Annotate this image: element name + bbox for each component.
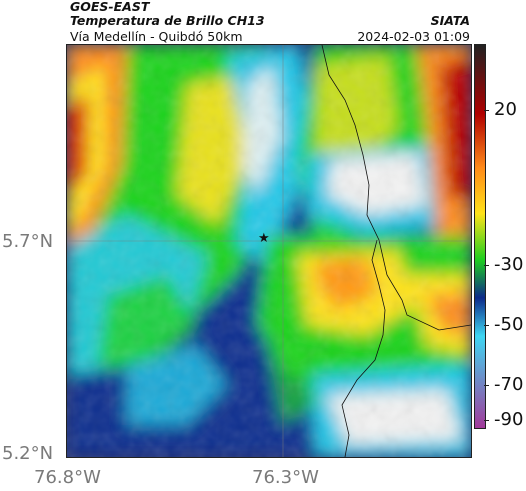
colorbar-label: 20 xyxy=(494,99,517,120)
lon-label-left: 76.8°W xyxy=(34,467,101,488)
agency-label: SIATA xyxy=(430,13,470,28)
colorbar-tick xyxy=(484,265,489,266)
colorbar xyxy=(474,44,486,429)
border-lines xyxy=(321,45,471,457)
star-icon: ★ xyxy=(258,231,270,246)
region-label: Vía Medellín - Quibdó 50km xyxy=(70,29,243,44)
timestamp-label: 2024-02-03 01:09 xyxy=(357,29,470,44)
colorbar-tick xyxy=(484,325,489,326)
lat-label-bottom: 5.2°N xyxy=(2,443,54,464)
colorbar-tick xyxy=(484,385,489,386)
colorbar-label: -90 xyxy=(494,409,524,430)
colorbar-tick xyxy=(484,420,489,421)
colorbar-label: -70 xyxy=(494,374,524,395)
satellite-name: GOES-EAST xyxy=(70,0,150,14)
colorbar-tick xyxy=(484,110,489,111)
colorbar-label: -50 xyxy=(494,314,524,335)
lat-label-top: 5.7°N xyxy=(2,231,54,252)
lon-label-right: 76.3°W xyxy=(252,467,319,488)
colorbar-label: -30 xyxy=(494,254,524,275)
brightness-temperature-map: ★ xyxy=(66,44,472,458)
product-title: Temperatura de Brillo CH13 xyxy=(70,13,265,28)
